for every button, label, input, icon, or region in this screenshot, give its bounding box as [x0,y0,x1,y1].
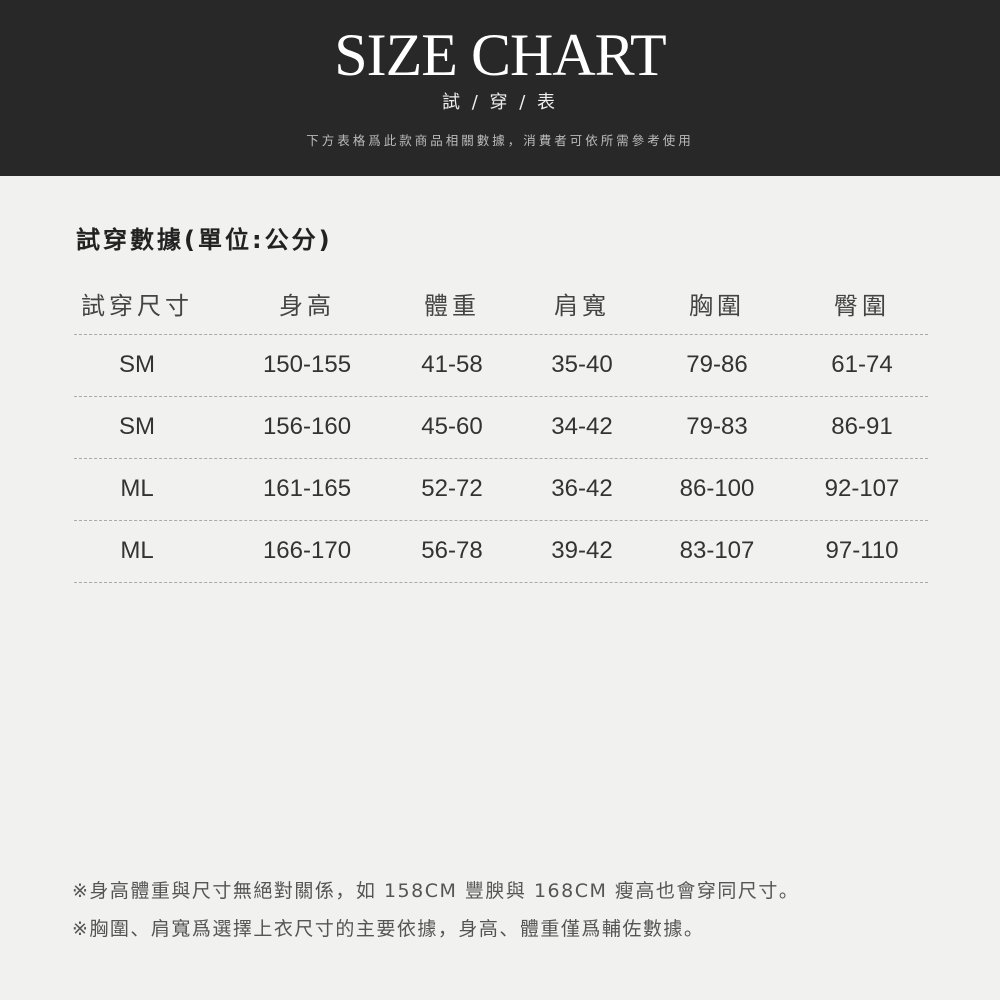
page-subtitle: 試 / 穿 / 表 [441,92,558,113]
table-row: SM 156-160 45-60 34-42 79-83 86-91 [74,397,928,459]
column-header: 試穿尺寸 [81,292,193,320]
table-cell: 83-107 [679,537,755,564]
table-cell: 39-42 [551,537,613,564]
table-row: ML 166-170 56-78 39-42 83-107 97-110 [74,521,928,583]
table-cell: ML [120,537,154,564]
table-cell: 36-42 [551,475,613,502]
table-cell: 166-170 [262,537,352,564]
column-header: 身高 [279,292,335,320]
notes: ※身高體重與尺寸無絕對關係，如 158CM 豐腴與 168CM 瘦高也會穿同尺寸… [72,872,799,948]
table-cell: ML [120,475,154,502]
table-row: ML 161-165 52-72 36-42 86-100 92-107 [74,459,928,521]
table-cell: 35-40 [551,351,613,378]
table-cell: SM [119,413,155,440]
table-cell: 156-160 [262,413,352,440]
table-cell: 52-72 [421,475,483,502]
column-header: 體重 [424,292,480,320]
table-row: SM 150-155 41-58 35-40 79-86 61-74 [74,335,928,397]
table-cell: 92-107 [824,475,900,502]
table-cell: 45-60 [421,413,483,440]
page-description: 下方表格爲此款商品相關數據，消費者可依所需參考使用 [306,133,694,148]
column-header: 臀圍 [834,292,890,320]
note: ※胸圍、肩寬爲選擇上衣尺寸的主要依據，身高、體重僅爲輔佐數據。 [72,918,705,940]
section-title: 試穿數據(單位:公分) [76,226,333,254]
table-cell: 79-83 [686,413,748,440]
table-cell: SM [119,351,155,378]
table-header-row: 試穿尺寸 身高 體重 肩寬 胸圍 臀圍 [74,272,928,335]
table-cell: 79-86 [686,351,748,378]
table-cell: 86-100 [679,475,755,502]
table-cell: 61-74 [831,351,893,378]
page-title: SIZE CHART [334,22,666,88]
table-cell: 150-155 [262,351,352,378]
column-header: 肩寬 [554,292,610,320]
table-cell: 56-78 [421,537,483,564]
header-banner: SIZE CHART 試 / 穿 / 表 下方表格爲此款商品相關數據，消費者可依… [0,0,1000,176]
table-cell: 41-58 [421,351,483,378]
table-cell: 34-42 [551,413,613,440]
table-cell: 86-91 [831,413,893,440]
column-header: 胸圍 [689,292,745,320]
table-cell: 161-165 [262,475,352,502]
size-table: 試穿尺寸 身高 體重 肩寬 胸圍 臀圍 SM 150-155 41-58 35-40 79-86 61… [74,272,928,583]
note: ※身高體重與尺寸無絕對關係，如 158CM 豐腴與 168CM 瘦高也會穿同尺寸… [72,880,800,902]
table-cell: 97-110 [825,537,899,564]
